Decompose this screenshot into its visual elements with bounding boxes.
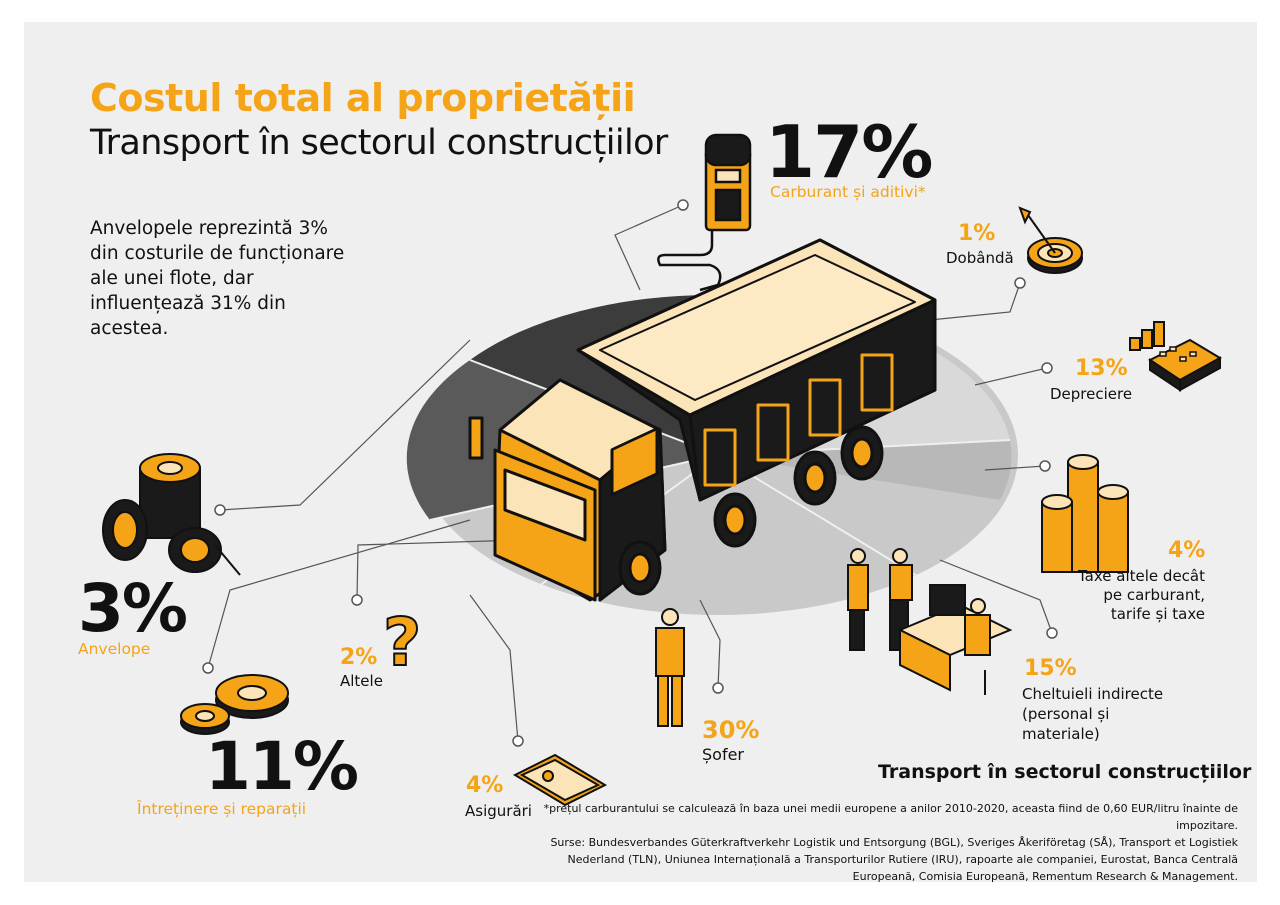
taxes-label-line3: tarife și taxe: [1110, 605, 1205, 623]
page-title: Costul total al proprietății: [90, 76, 636, 120]
page-subtitle: Transport în sectorul construcțiilor: [90, 123, 668, 163]
taxes-value: 4%: [1168, 538, 1206, 563]
other-label: Altele: [340, 672, 383, 690]
insurance-label: Asigurări: [465, 802, 532, 820]
driver-value: 30%: [702, 716, 760, 744]
interest-label: Dobândă: [946, 249, 1014, 267]
sources: Surse: Bundesverbandes Güterkraftverkehr…: [550, 836, 1238, 883]
fuel-value: 17%: [765, 110, 933, 194]
maintenance-label: Întreținere și reparații: [137, 800, 307, 818]
driver-label: Șofer: [702, 745, 744, 764]
taxes-label-line2: pe carburant,: [1103, 586, 1205, 604]
fuel-label: Carburant și aditivi*: [770, 183, 926, 201]
maintenance-value: 11%: [205, 728, 359, 805]
intro-text: Anvelopele reprezintă 3% din costurile d…: [90, 218, 345, 339]
tyres-icon: [102, 453, 241, 576]
footer-title: Transport în sectorul construcțiilor: [878, 761, 1252, 783]
office-people-icon: [847, 548, 1013, 695]
driver-figure-icon: [655, 608, 685, 727]
taxes-label-line1: Taxe altele decât: [1078, 567, 1205, 585]
leader-lines: [207, 204, 1053, 742]
insurance-document-icon: [512, 753, 608, 807]
tyres-label: Anvelope: [78, 640, 151, 658]
insurance-value: 4%: [466, 773, 504, 798]
overhead-label-line2: (personal și: [1022, 705, 1110, 723]
fuel-pump-icon: [657, 133, 752, 292]
overhead-label-line1: Cheltuieli indirecte: [1022, 685, 1164, 703]
target-icon: [1018, 206, 1083, 274]
coin-stacks-icon: [1041, 454, 1129, 573]
depreciation-value: 13%: [1075, 356, 1128, 381]
interest-value: 1%: [958, 221, 996, 246]
depreciation-label: Depreciere: [1050, 385, 1133, 403]
tyres-value: 3%: [78, 570, 188, 647]
gears-icon: [180, 674, 289, 735]
question-mark-icon: ?: [382, 603, 422, 682]
svg-text:?: ?: [383, 604, 421, 681]
truck-illustration: [468, 238, 937, 602]
calculator-icon: [1148, 338, 1223, 392]
other-value: 2%: [340, 645, 378, 670]
bar-blocks-icon: [1129, 321, 1165, 351]
footer-notes: *prețul carburantului se calculează în b…: [538, 800, 1238, 885]
footnote: *prețul carburantului se calculează în b…: [543, 802, 1238, 832]
leader-dots: [202, 199, 1058, 747]
overhead-label-line3: materiale): [1022, 725, 1100, 743]
overhead-value: 15%: [1024, 656, 1077, 681]
